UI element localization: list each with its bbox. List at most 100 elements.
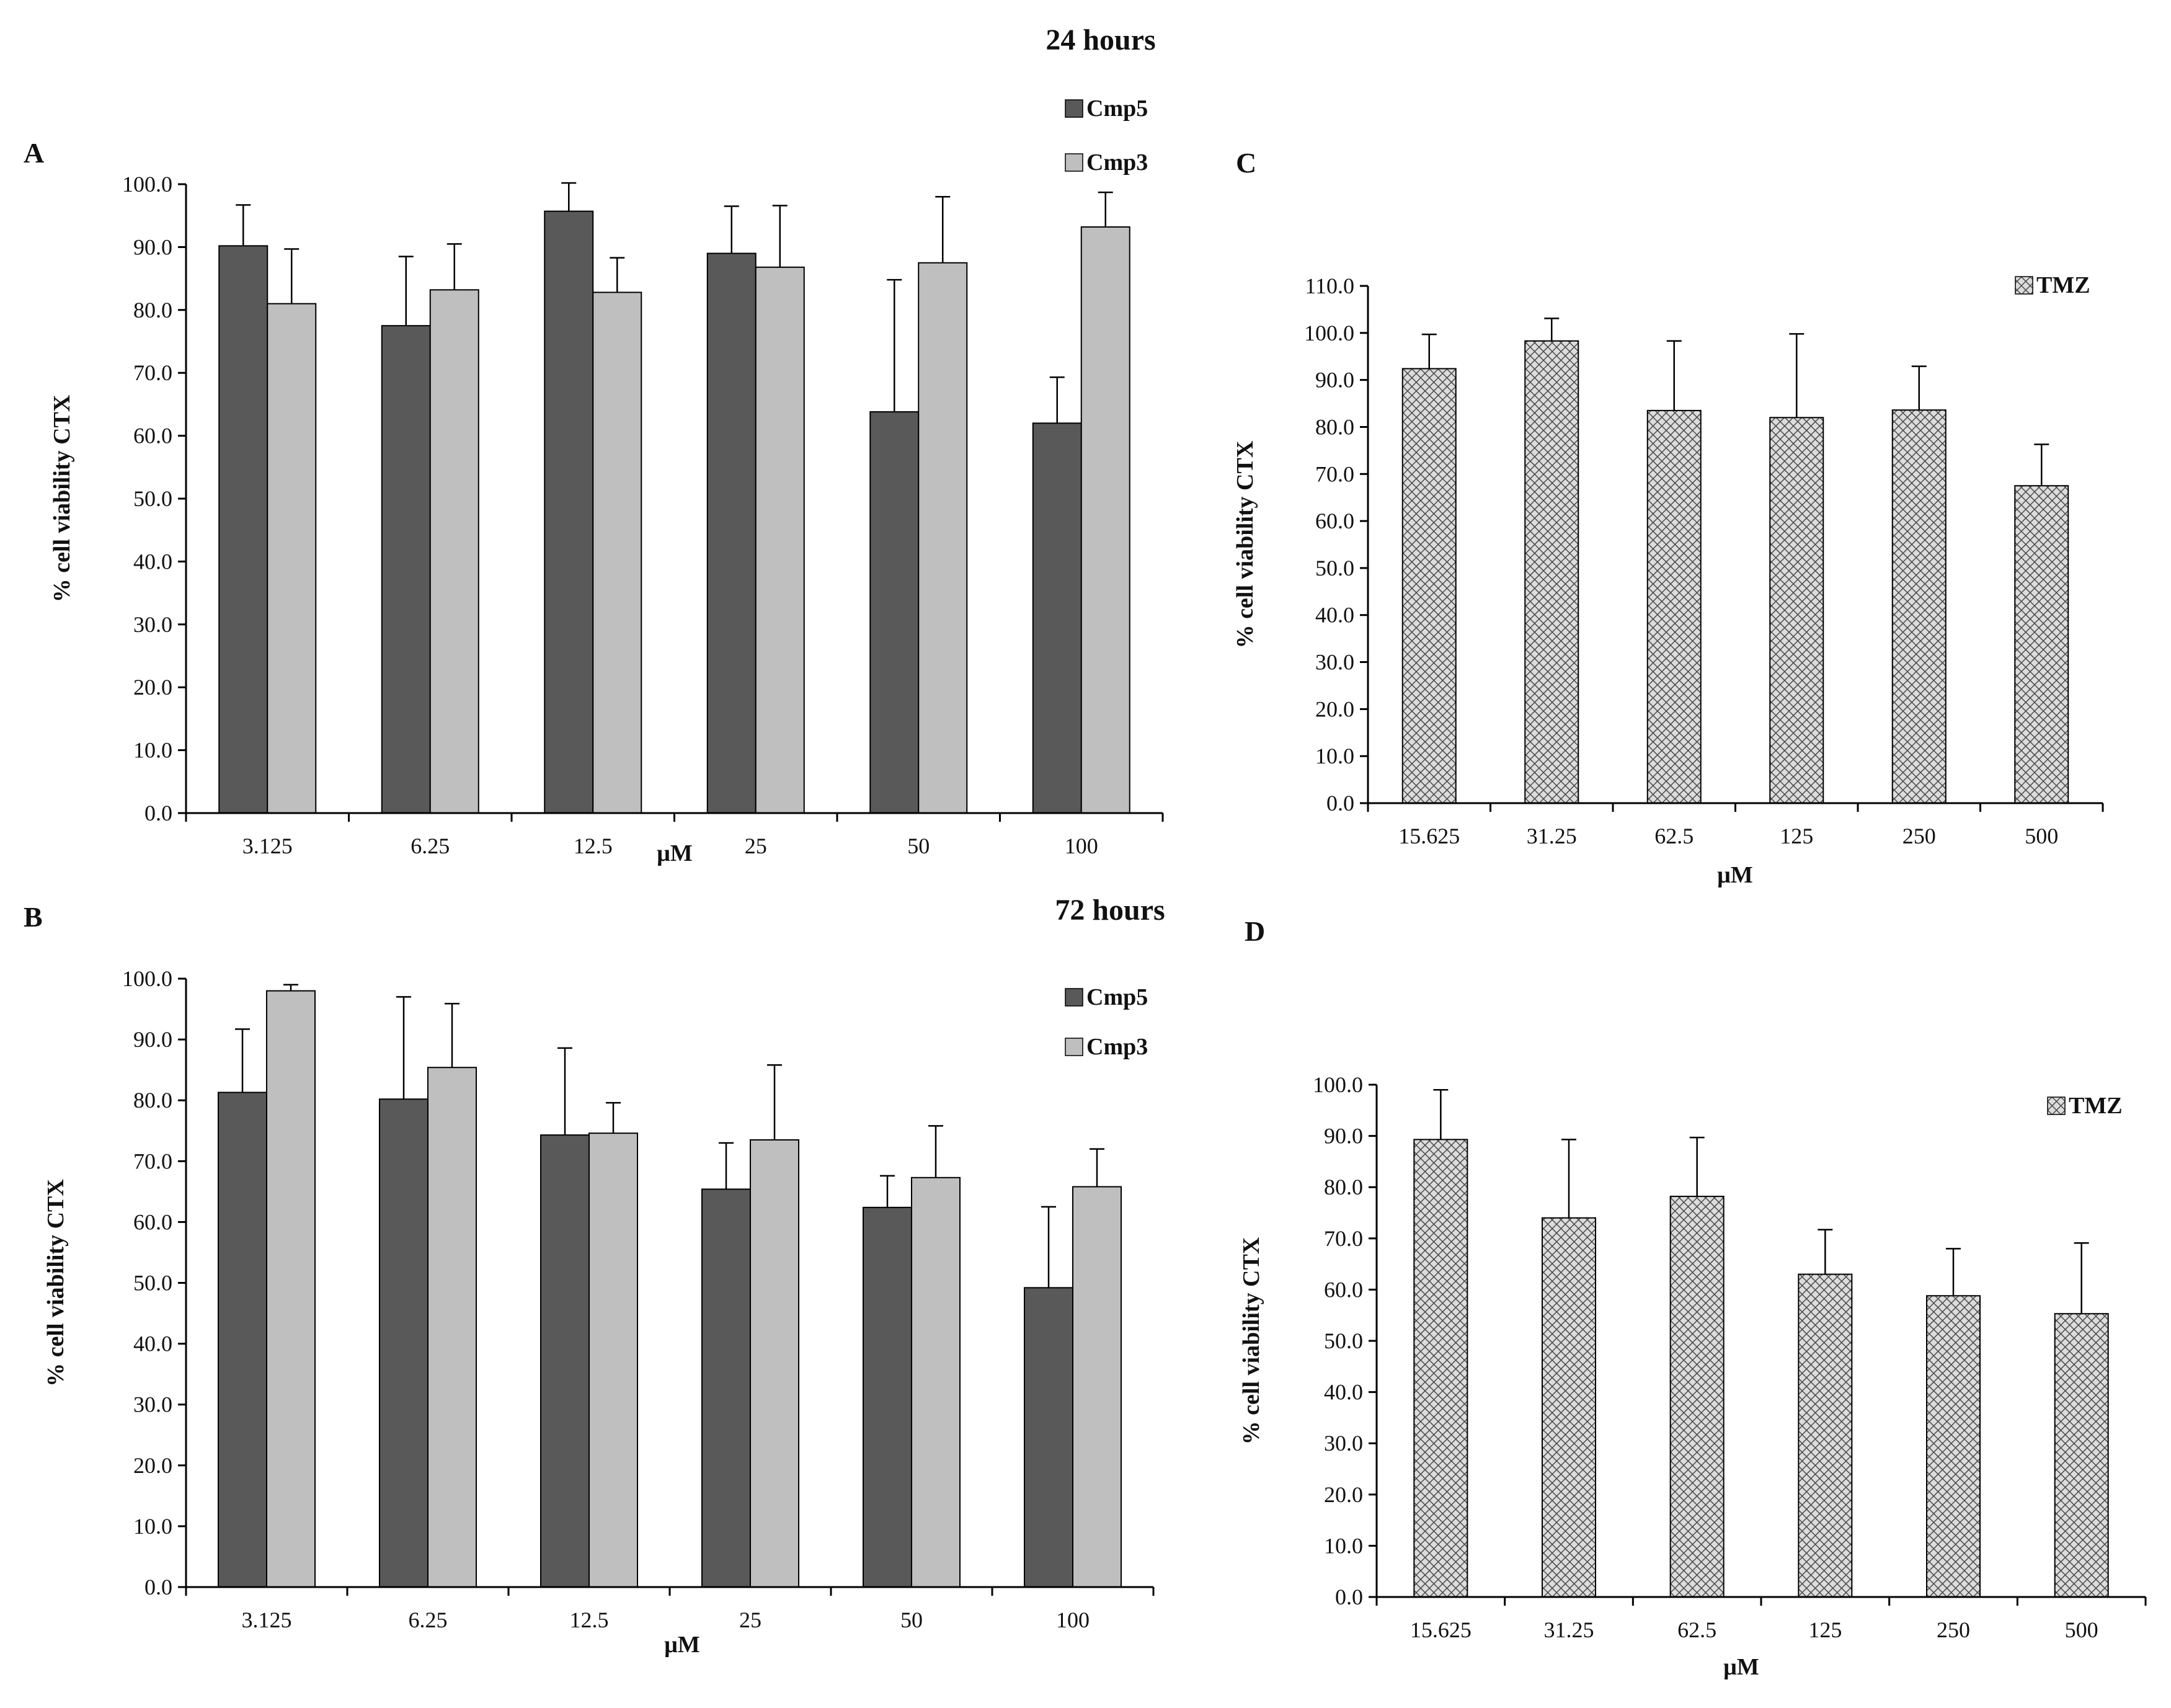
chart-b-bar-cmp5-2 [540,1134,590,1588]
chart-a-legend-label-cmp3: Cmp3 [1086,149,1148,176]
chart-a-bar-cmp5-1 [381,325,431,814]
chart-c-x-tick-label-5: 500 [2025,824,2058,848]
chart-b-x-tick-label-2: 12.5 [570,1608,609,1632]
chart-a-x-tick-label-2: 12.5 [574,834,613,858]
chart-c-bar-tmz-5 [2014,485,2069,804]
panel-letter-b: B [24,901,43,933]
chart-d-x-axis-label: μM [1723,1654,1759,1680]
chart-d-bar-tmz-3 [1798,1273,1853,1598]
chart-c-bar-tmz-4 [1891,409,1947,804]
chart-c-bar-tmz-3 [1769,417,1824,804]
chart-a-y-tick-label-90: 90.0 [133,234,172,259]
chart-b-legend-swatch-cmp5 [1065,988,1083,1007]
chart-c-legend-label-tmz: TMZ [2036,272,2090,298]
chart-d-y-tick-label-30: 30.0 [1324,1431,1363,1456]
chart-b-bar-cmp3-0 [266,990,316,1588]
chart-a-y-tick-label-80: 80.0 [133,298,172,322]
chart-c-x-axis-label: μM [1717,862,1752,888]
chart-a-bar-cmp5-4 [869,411,920,814]
chart-c-y-tick-label-110: 110.0 [1305,274,1354,298]
chart-a-y-tick-label-20: 20.0 [133,675,172,700]
panel-letter-c: C [1236,147,1256,179]
chart-b-bar-cmp3-3 [750,1139,799,1588]
chart-a-y-tick-label-0: 0.0 [144,801,172,825]
chart-d-y-tick-label-10: 10.0 [1324,1533,1363,1558]
chart-b-x-tick-label-1: 6.25 [409,1608,448,1632]
chart-b-y-tick-label-30: 30.0 [133,1392,172,1417]
chart-c-bar-tmz-2 [1646,409,1702,804]
chart-c-x-tick-label-3: 125 [1780,824,1813,848]
chart-a-bar-cmp3-0 [267,303,317,814]
chart-c-bar-tmz-0 [1401,368,1457,804]
chart-d-bar-tmz-4 [1926,1295,1981,1598]
chart-a-bar-cmp5-3 [706,252,757,814]
chart-a-bar-cmp3-3 [755,266,805,814]
chart-c-y-tick-label-50: 50.0 [1315,556,1354,580]
chart-a-legend-swatch-cmp3 [1065,153,1083,172]
chart-b-y-axis-label: % cell viability CTX [43,1179,69,1387]
chart-c-x-tick-label-4: 250 [1902,824,1936,848]
chart-d-x-tick-label-1: 31.25 [1544,1617,1594,1642]
chart-c-y-tick-label-60: 60.0 [1315,509,1354,533]
chart-c-y-tick-label-100: 100.0 [1304,321,1354,345]
chart-a-x-tick-label-5: 100 [1065,834,1098,858]
chart-b-y-tick-label-0: 0.0 [144,1575,172,1599]
chart-d-x-tick-label-5: 500 [2065,1617,2098,1642]
chart-a-y-tick-label-70: 70.0 [133,360,172,385]
chart-b-bar-cmp5-3 [701,1188,751,1588]
chart-c-y-tick-label-20: 20.0 [1315,696,1354,721]
chart-c-x-tick-label-2: 62.5 [1654,824,1694,848]
chart-b-x-tick-label-3: 25 [739,1608,761,1632]
chart-a-bar-cmp5-2 [544,210,594,814]
chart-a-y-tick-label-60: 60.0 [133,424,172,448]
chart-d-y-tick-label-0: 0.0 [1335,1585,1363,1609]
chart-a-bar-cmp5-5 [1032,422,1082,814]
chart-c-y-tick-label-90: 90.0 [1315,368,1354,393]
chart-c: 0.0 10.0 20.0 30.0 40.0 50.0 60.0 70.0 80.0 90.0 1… [1232,272,2104,888]
chart-d-y-tick-label-100: 100.0 [1313,1072,1363,1097]
chart-b-bar-cmp3-2 [588,1132,638,1588]
chart-b-y-tick-label-40: 40.0 [133,1332,172,1356]
chart-d-legend-swatch-tmz [2047,1096,2066,1115]
chart-c-y-tick-label-40: 40.0 [1315,603,1354,628]
chart-b-y-tick-label-70: 70.0 [133,1149,172,1173]
chart-a-legend-swatch-cmp5 [1065,99,1083,118]
chart-d-bar-tmz-1 [1542,1217,1596,1598]
chart-a-legend-label-cmp5: Cmp5 [1086,96,1148,122]
chart-b-x-tick-label-4: 50 [900,1608,923,1632]
chart-d-bar-tmz-5 [2054,1313,2109,1598]
chart-b-legend-label-cmp3: Cmp3 [1086,1034,1148,1060]
chart-c-y-axis-label: % cell viability CTX [1232,441,1258,649]
chart-b-bar-cmp3-5 [1072,1186,1122,1588]
chart-b-bar-cmp3-1 [427,1067,477,1588]
chart-b-y-tick-label-60: 60.0 [133,1209,172,1234]
chart-b-legend-label-cmp5: Cmp5 [1086,984,1148,1010]
chart-b-y-tick-label-10: 10.0 [133,1514,172,1539]
chart-a-y-tick-label-100: 100.0 [122,172,172,197]
chart-b-bar-cmp5-4 [863,1206,912,1588]
chart-c-bar-tmz-1 [1524,340,1579,804]
chart-c-legend-swatch-tmz [2015,276,2033,295]
chart-b-y-tick-label-90: 90.0 [133,1027,172,1052]
chart-d-y-tick-label-20: 20.0 [1324,1482,1363,1507]
panel-letter-d: D [1245,915,1265,947]
chart-a-x-tick-label-1: 6.25 [411,834,450,858]
chart-c-y-tick-label-0: 0.0 [1326,791,1354,816]
chart-c-y-tick-label-80: 80.0 [1315,414,1354,439]
chart-a-bar-cmp3-2 [592,291,642,814]
chart-b-y-tick-label-50: 50.0 [133,1271,172,1296]
chart-d-x-tick-label-4: 250 [1937,1617,1970,1642]
chart-a-bar-cmp3-1 [429,289,479,814]
chart-a-bar-cmp3-4 [918,262,968,814]
panel-letter-a: A [24,137,44,169]
chart-a: 0.0 10.0 20.0 30.0 40.0 50.0 60.0 70.0 80.0 90.0 1… [49,96,1164,866]
chart-b-y-tick-label-20: 20.0 [133,1453,172,1478]
chart-b-legend-swatch-cmp3 [1065,1038,1083,1056]
chart-c-y-tick-label-30: 30.0 [1315,650,1354,675]
chart-d-x-tick-label-3: 125 [1808,1617,1842,1642]
title-24-hours: 24 hours [1046,24,1155,56]
chart-b-bar-cmp5-1 [379,1098,428,1588]
title-72-hours: 72 hours [1055,894,1165,927]
chart-c-x-tick-label-0: 15.625 [1398,824,1460,848]
